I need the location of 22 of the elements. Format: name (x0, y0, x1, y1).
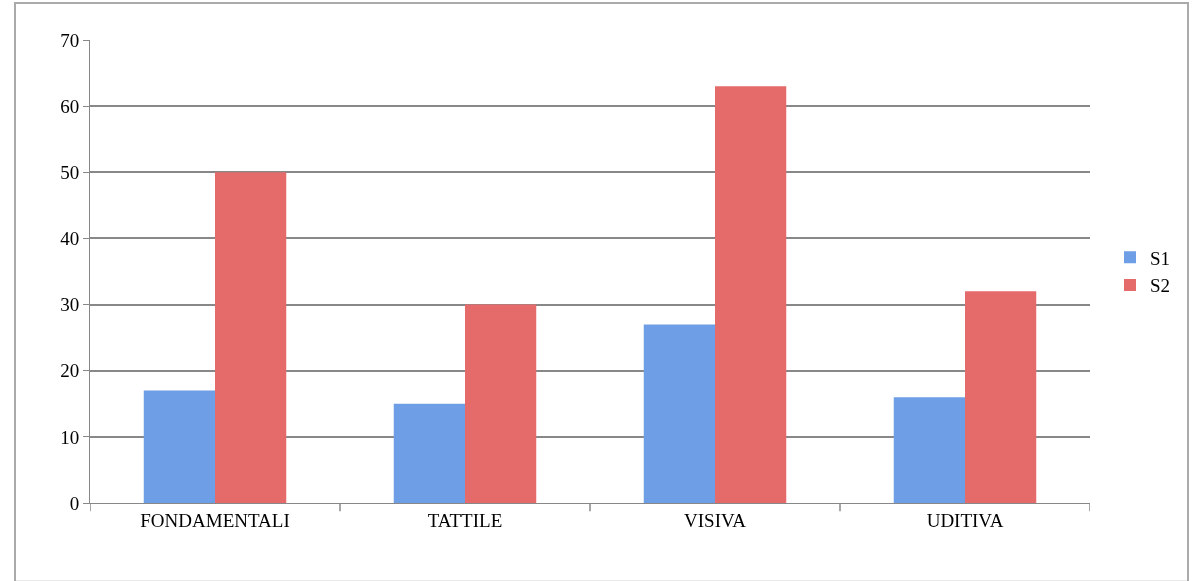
y-tick-label: 20 (60, 360, 80, 382)
bar (715, 86, 787, 503)
y-tick-label: 60 (60, 95, 80, 117)
bar (893, 397, 965, 503)
bar (643, 324, 715, 503)
legend-label: S1 (1150, 247, 1171, 269)
x-tick-label: FONDAMENTALI (140, 509, 290, 531)
x-tick-label: TATTILE (427, 509, 503, 531)
y-tick-label: 10 (60, 426, 80, 448)
y-tick-label: 0 (69, 492, 80, 514)
bar (965, 291, 1037, 503)
x-tick-label: VISIVA (684, 509, 747, 531)
y-tick-label: 50 (60, 161, 80, 183)
bar (143, 390, 215, 503)
bar (465, 304, 537, 503)
legend-label: S2 (1150, 275, 1171, 297)
x-tick-label: UDITIVA (926, 509, 1004, 531)
y-tick-label: 30 (60, 294, 80, 316)
bar (215, 172, 287, 503)
bar (393, 403, 465, 503)
y-tick-label: 70 (60, 29, 80, 51)
y-tick-label: 40 (60, 228, 80, 250)
